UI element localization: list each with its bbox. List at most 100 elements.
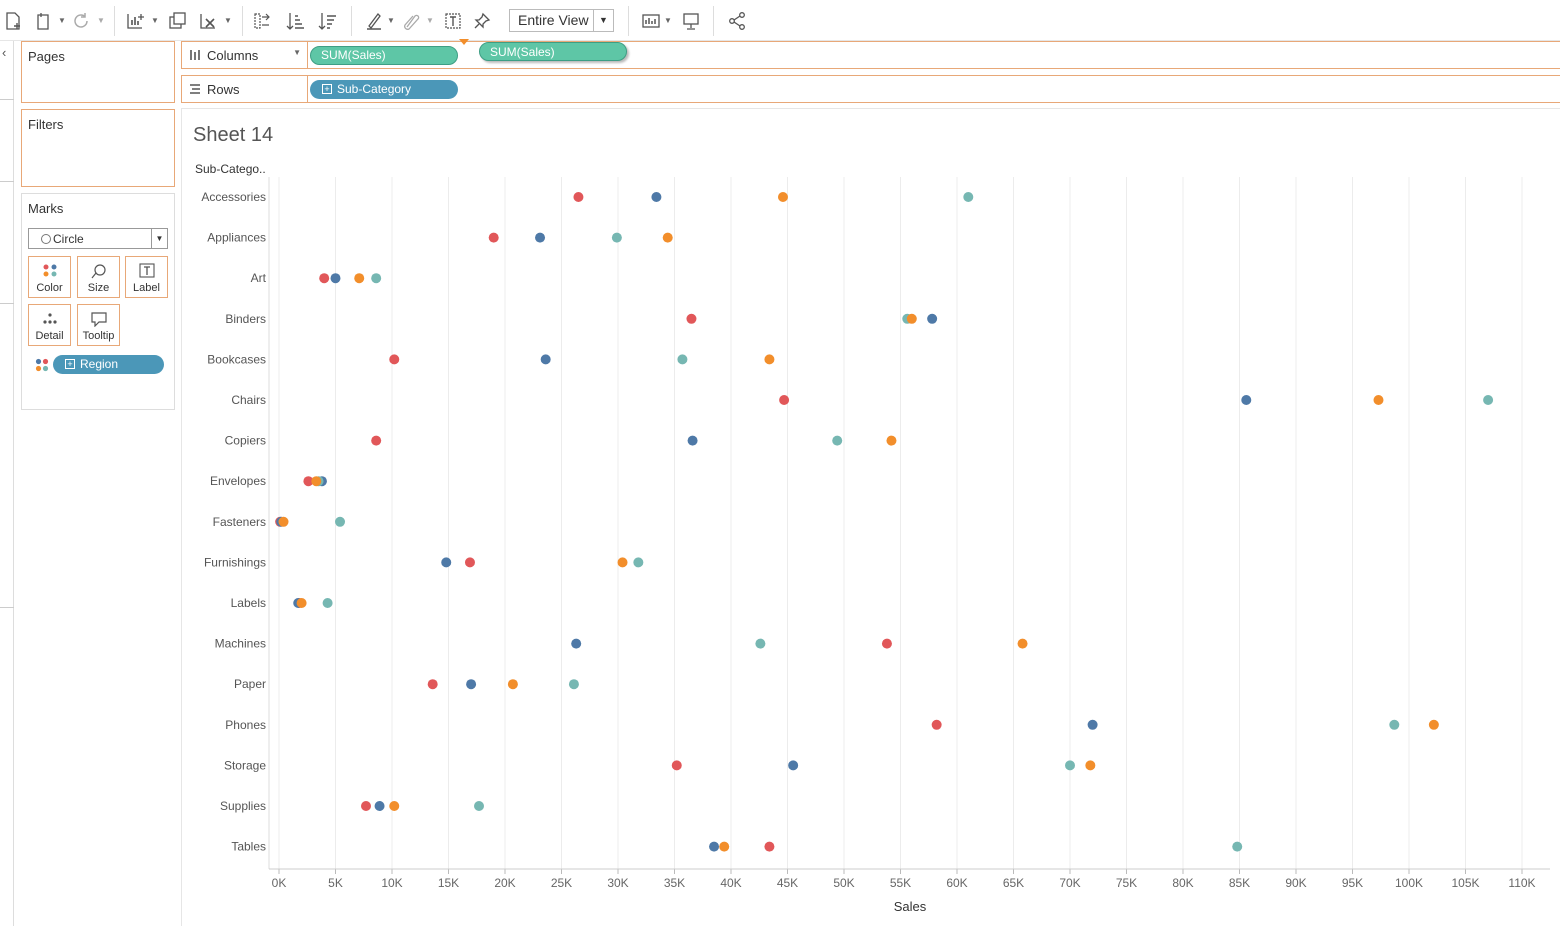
data-point[interactable] — [371, 273, 382, 284]
swap-icon[interactable] — [249, 8, 275, 34]
data-point[interactable] — [427, 679, 438, 690]
dragging-pill-sum-sales[interactable]: SUM(Sales) — [479, 42, 627, 61]
data-point[interactable] — [788, 760, 799, 771]
data-point[interactable] — [568, 679, 579, 690]
mark-type-select[interactable]: Circle ▼ — [28, 228, 168, 249]
data-point[interactable] — [755, 638, 766, 649]
data-point[interactable] — [441, 557, 452, 568]
chevron-down-icon[interactable]: ▼ — [387, 16, 395, 25]
group-icon[interactable] — [398, 8, 424, 34]
color-button[interactable]: Color — [28, 256, 71, 298]
sort-ascending-icon[interactable] — [282, 8, 308, 34]
clear-icon[interactable] — [195, 8, 221, 34]
share-icon[interactable] — [724, 8, 750, 34]
data-point[interactable] — [651, 192, 662, 202]
data-point[interactable] — [474, 801, 485, 811]
columns-shelf[interactable]: Columns ▼ SUM(Sales) SUM(Sales) — [181, 39, 1560, 69]
data-point[interactable] — [1241, 395, 1252, 405]
data-point[interactable] — [389, 354, 400, 365]
show-mark-labels-icon[interactable] — [440, 8, 466, 34]
pages-card[interactable]: Pages — [21, 41, 175, 103]
fit-select[interactable]: Entire View ▼ — [509, 9, 614, 32]
data-point[interactable] — [764, 841, 775, 852]
data-point[interactable] — [777, 192, 788, 202]
data-point[interactable] — [573, 192, 584, 202]
presentation-icon[interactable] — [678, 8, 704, 34]
detail-button[interactable]: Detail — [28, 304, 71, 346]
data-point[interactable] — [335, 516, 346, 527]
duplicate-icon[interactable] — [164, 8, 190, 34]
data-point[interactable] — [633, 557, 644, 568]
data-point[interactable] — [1389, 719, 1400, 730]
data-point[interactable] — [1483, 395, 1494, 405]
new-worksheet-icon[interactable] — [122, 8, 148, 34]
data-point[interactable] — [686, 313, 697, 324]
chevron-down-icon[interactable]: ▼ — [664, 16, 672, 25]
data-point[interactable] — [1232, 841, 1243, 852]
data-point[interactable] — [886, 435, 897, 446]
data-point[interactable] — [330, 273, 341, 284]
data-point[interactable] — [488, 232, 499, 243]
data-point[interactable] — [303, 476, 314, 487]
data-point[interactable] — [671, 760, 682, 771]
data-point[interactable] — [361, 801, 372, 811]
chevron-down-icon[interactable]: ▼ — [224, 16, 232, 25]
data-point[interactable] — [1017, 638, 1028, 649]
label-button[interactable]: Label — [125, 256, 168, 298]
data-point[interactable] — [389, 801, 400, 811]
data-point[interactable] — [709, 841, 720, 852]
data-point[interactable] — [1085, 760, 1096, 771]
chevron-down-icon[interactable]: ▼ — [151, 16, 159, 25]
data-point[interactable] — [311, 476, 322, 487]
scatter-chart[interactable]: Accessories Appliances Art Binders Bookcases… — [182, 109, 1560, 926]
data-point[interactable] — [611, 232, 622, 243]
filters-card[interactable]: Filters — [21, 109, 175, 187]
data-point[interactable] — [540, 354, 551, 365]
data-point[interactable] — [535, 232, 546, 243]
data-point[interactable] — [906, 313, 917, 324]
highlight-icon[interactable] — [361, 8, 387, 34]
data-point[interactable] — [687, 435, 698, 446]
data-point[interactable] — [371, 435, 382, 446]
data-point[interactable] — [319, 273, 330, 284]
pin-icon[interactable] — [469, 8, 495, 34]
tooltip-button[interactable]: Tooltip — [77, 304, 120, 346]
data-point[interactable] — [322, 598, 333, 608]
data-point[interactable] — [1373, 395, 1384, 405]
chevron-left-icon[interactable]: ‹ — [2, 45, 7, 60]
data-point[interactable] — [719, 841, 730, 852]
refresh-icon[interactable] — [68, 8, 94, 34]
data-point[interactable] — [677, 354, 688, 365]
rows-shelf[interactable]: Rows + Sub-Category — [181, 75, 1560, 103]
data-point[interactable] — [617, 557, 628, 568]
chevron-down-icon[interactable]: ▼ — [293, 48, 301, 57]
new-data-source-icon[interactable] — [0, 8, 26, 34]
data-point[interactable] — [464, 557, 475, 568]
data-point[interactable] — [881, 638, 892, 649]
data-point[interactable] — [779, 395, 790, 405]
data-point[interactable] — [927, 313, 938, 324]
chevron-down-icon[interactable]: ▼ — [97, 16, 105, 25]
sort-descending-icon[interactable] — [314, 8, 340, 34]
data-point[interactable] — [571, 638, 582, 649]
data-point[interactable] — [374, 801, 385, 811]
data-point[interactable] — [1087, 719, 1098, 730]
chevron-down-icon[interactable]: ▼ — [426, 16, 434, 25]
data-point[interactable] — [296, 598, 307, 608]
chart-marks[interactable] — [275, 192, 1494, 852]
region-pill[interactable]: + Region — [53, 355, 164, 374]
data-point[interactable] — [1428, 719, 1439, 730]
data-point[interactable] — [963, 192, 974, 202]
chevron-down-icon[interactable]: ▼ — [58, 16, 66, 25]
rows-pill-sub-category[interactable]: + Sub-Category — [310, 80, 458, 99]
data-point[interactable] — [931, 719, 942, 730]
show-me-icon[interactable] — [638, 8, 664, 34]
data-point[interactable] — [832, 435, 843, 446]
data-point[interactable] — [507, 679, 518, 690]
data-point[interactable] — [354, 273, 365, 284]
data-point[interactable] — [662, 232, 673, 243]
data-point[interactable] — [764, 354, 775, 365]
save-icon[interactable] — [30, 8, 56, 34]
data-point[interactable] — [1065, 760, 1075, 771]
size-button[interactable]: Size — [77, 256, 120, 298]
